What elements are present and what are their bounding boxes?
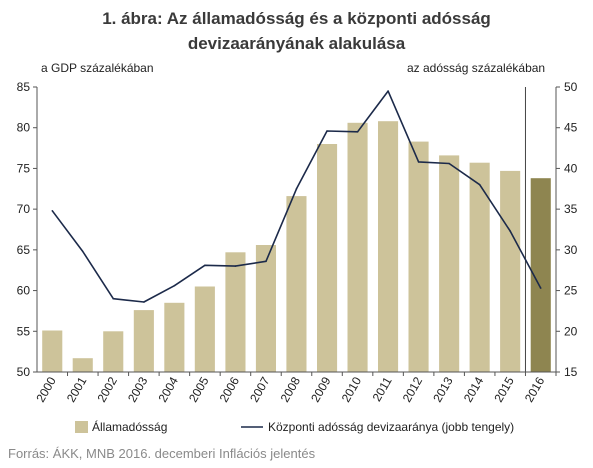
line-point-2000	[51, 210, 54, 212]
x-tick-label-2012: 2012	[400, 374, 426, 404]
left-tick-label-70: 70	[17, 202, 31, 216]
line-point-2002	[112, 297, 115, 300]
bar-2012	[408, 141, 429, 372]
line-point-2003	[143, 301, 145, 303]
bar-2011	[378, 121, 399, 372]
right-tick-label-20: 20	[564, 324, 578, 338]
x-tick-label-2010: 2010	[339, 374, 365, 404]
left-tick-label-50: 50	[17, 365, 31, 379]
bar-2013	[439, 155, 460, 372]
line-point-2009	[326, 130, 328, 132]
line-point-2004	[173, 284, 176, 287]
line-point-2006	[234, 265, 237, 267]
chart-title: 1. ábra: Az államadósság és a központi a…	[0, 6, 593, 56]
bar-2005	[194, 286, 215, 372]
bar-2007	[255, 245, 276, 372]
bar-2008	[286, 196, 307, 372]
right-tick-label-40: 40	[564, 161, 578, 175]
left-tick-label-65: 65	[17, 243, 31, 257]
legend-swatch-bars	[75, 421, 88, 433]
x-tick-label-2014: 2014	[461, 374, 487, 404]
x-tick-label-2013: 2013	[430, 374, 456, 404]
right-tick-label-30: 30	[564, 243, 578, 257]
bar-2002	[103, 331, 124, 372]
line-point-2001	[82, 250, 84, 253]
left-tick-label-85: 85	[17, 80, 31, 94]
x-tick-label-2001: 2001	[64, 374, 90, 404]
bar-2014	[469, 162, 490, 372]
x-tick-label-2015: 2015	[491, 374, 517, 404]
left-tick-label-60: 60	[17, 284, 31, 298]
line-point-2008	[295, 188, 298, 190]
x-tick-label-2005: 2005	[186, 374, 212, 404]
bar-2010	[347, 122, 368, 372]
x-tick-label-2002: 2002	[94, 374, 120, 404]
right-tick-label-50: 50	[564, 80, 578, 94]
bar-2009	[317, 144, 338, 372]
x-tick-label-2003: 2003	[125, 374, 151, 404]
line-point-2010	[356, 131, 359, 133]
bar-2003	[133, 310, 154, 372]
right-tick-label-25: 25	[564, 284, 578, 298]
line-point-2005	[204, 264, 206, 267]
bar-2016	[530, 178, 551, 372]
x-tick-label-2004: 2004	[156, 374, 182, 404]
bar-2015	[500, 170, 521, 372]
right-axis-unit: az adósság százalékában	[407, 61, 546, 75]
bar-2000	[42, 330, 63, 372]
x-tick-label-2007: 2007	[247, 374, 273, 404]
legend-label-line: Központi adósság devizaaránya (jobb teng…	[268, 420, 514, 434]
x-tick-label-2009: 2009	[308, 374, 334, 404]
bar-2001	[72, 358, 93, 372]
line-point-2016	[539, 287, 542, 289]
line-point-2015	[509, 230, 512, 232]
line-point-2013	[448, 162, 450, 165]
bar-2006	[225, 252, 246, 372]
legend-label-bars: Államadósság	[92, 419, 167, 434]
left-tick-label-75: 75	[17, 161, 31, 175]
x-tick-label-2006: 2006	[217, 374, 243, 404]
left-axis-unit: a GDP százalékában	[41, 61, 154, 75]
line-point-2014	[478, 183, 481, 186]
x-tick-label-2000: 2000	[33, 374, 59, 404]
line-point-2012	[417, 161, 420, 163]
left-tick-label-55: 55	[17, 324, 31, 338]
right-tick-label-35: 35	[564, 202, 578, 216]
x-tick-label-2008: 2008	[278, 374, 304, 404]
line-point-2011	[387, 90, 389, 92]
source-note: Forrás: ÁKK, MNB 2016. decemberi Infláci…	[8, 446, 316, 461]
bar-2004	[164, 302, 185, 372]
left-tick-label-80: 80	[17, 121, 31, 135]
line-point-2007	[265, 260, 267, 263]
right-tick-label-15: 15	[564, 365, 578, 379]
chart-title-line2: devizaarányának alakulása	[187, 34, 406, 53]
x-tick-label-2011: 2011	[370, 374, 395, 404]
chart-title-line1: 1. ábra: Az államadósság és a központi a…	[102, 9, 491, 28]
right-tick-label-45: 45	[564, 121, 578, 135]
x-tick-label-2016: 2016	[522, 374, 548, 404]
